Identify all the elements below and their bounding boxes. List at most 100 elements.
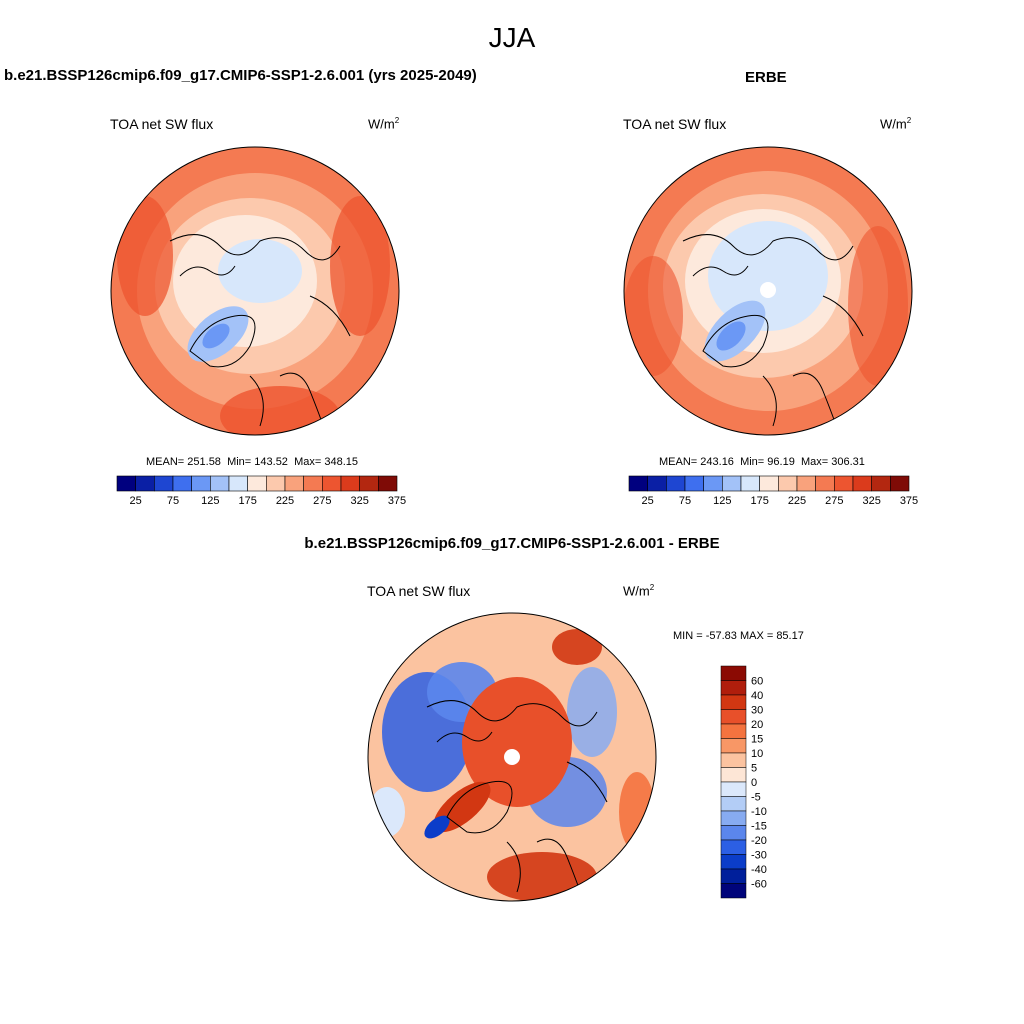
panel1-colorbar-swatch bbox=[284, 475, 304, 492]
panel3-units: W/m2 bbox=[623, 583, 655, 599]
panel3-positive-arctic bbox=[462, 677, 572, 807]
panel3-colorbar-swatch bbox=[720, 883, 747, 899]
panel3-positive-south bbox=[487, 852, 597, 901]
figure-season-title: JJA bbox=[488, 22, 536, 53]
panel3-colorbar-swatch bbox=[720, 752, 747, 768]
panel2-colorbar-tick-label: 125 bbox=[713, 495, 731, 507]
panel3-map-border bbox=[367, 612, 657, 902]
panel3-colorbar-tick-label: -40 bbox=[751, 864, 767, 876]
panel1-colorbar-swatch bbox=[247, 475, 267, 492]
panel1-units: W/m2 bbox=[368, 116, 400, 132]
panel1-colorbar-tick-label: 225 bbox=[276, 495, 294, 507]
panel3-colorbar-tick-label: 20 bbox=[751, 719, 763, 731]
panel2-title: ERBE bbox=[745, 69, 787, 86]
panel3-colorbar-swatch bbox=[720, 709, 747, 725]
panel3-variable-label: TOA net SW flux bbox=[367, 583, 471, 599]
panel1-colorbar-tick-label: 175 bbox=[238, 495, 256, 507]
panel3-polar-map bbox=[367, 612, 657, 902]
panel3-colorbar-tick-label: 5 bbox=[751, 763, 757, 775]
panel2-colorbar-tick-label: 275 bbox=[825, 495, 843, 507]
panel1-red-region-south bbox=[220, 386, 340, 435]
panel2-colorbar-swatch bbox=[759, 475, 779, 492]
panel2-colorbar-swatch bbox=[666, 475, 686, 492]
panel2-greenland-core bbox=[716, 321, 746, 351]
panel2-map-border bbox=[623, 146, 913, 436]
panel1-colorbar-swatch bbox=[191, 475, 211, 492]
panel2-colorbar-swatch bbox=[815, 475, 835, 492]
panel1-variable-label: TOA net SW flux bbox=[110, 116, 214, 132]
panel3-positive-north bbox=[552, 629, 602, 665]
panel3-colorbar-swatch bbox=[720, 839, 747, 855]
panel3-title: b.e21.BSSP126cmip6.f09_g17.CMIP6-SSP1-2.… bbox=[304, 535, 720, 552]
panel2-pole-hole bbox=[760, 282, 776, 298]
panel3-colorbar-tick-label: 10 bbox=[751, 748, 763, 760]
panel2-colorbar-tick-label: 25 bbox=[642, 495, 654, 507]
panel3-colorbar-swatch bbox=[720, 723, 747, 739]
panel3-colorbar-tick-label: 40 bbox=[751, 690, 763, 702]
panel2-colorbar-swatch bbox=[796, 475, 816, 492]
panel3-colorbar-tick-label: -10 bbox=[751, 806, 767, 818]
panel3-colorbar-swatch bbox=[720, 868, 747, 884]
panel3-stats: MIN = -57.83 MAX = 85.17 bbox=[673, 630, 804, 642]
panel3-colorbar-tick-label: -30 bbox=[751, 850, 767, 862]
panel1-colorbar-tick-label: 325 bbox=[350, 495, 368, 507]
panel2-colorbar: 25 75 125 175 225 275 325 375 bbox=[628, 475, 918, 507]
panel1-polar-map bbox=[110, 146, 400, 436]
panel1-colorbar-swatch bbox=[172, 475, 192, 492]
panel2-colorbar-swatch bbox=[871, 475, 891, 492]
panel3-colorbar-swatch bbox=[720, 796, 747, 812]
panel1-colorbar-tick-label: 25 bbox=[130, 495, 142, 507]
panel3-colorbar-swatch bbox=[720, 825, 747, 841]
panel1-colorbar-tick-label: 125 bbox=[201, 495, 219, 507]
panel3-colorbar-tick-label: 30 bbox=[751, 705, 763, 717]
panel1-greenland-core bbox=[202, 323, 230, 349]
panel2-colorbar-swatch bbox=[628, 475, 648, 492]
panel3-colorbar-swatch bbox=[720, 680, 747, 696]
panel2-colorbar-swatch bbox=[740, 475, 760, 492]
panel2-units: W/m2 bbox=[880, 116, 912, 132]
panel3-colorbar-swatch bbox=[720, 781, 747, 797]
panel2-coastlines bbox=[682, 234, 864, 432]
panel3-colorbar-tick-label: 0 bbox=[751, 777, 757, 789]
panel2-polar-map bbox=[623, 146, 913, 436]
panel3-colorbar-tick-label: -60 bbox=[751, 879, 767, 891]
panel3-colorbar-swatch bbox=[720, 738, 747, 754]
panel1-colorbar-swatch bbox=[340, 475, 360, 492]
panel1-colorbar-swatch bbox=[116, 475, 136, 492]
panel1-stats: MEAN= 251.58 Min= 143.52 Max= 348.15 bbox=[146, 456, 358, 468]
panel3-negative-greenland-edge bbox=[424, 815, 450, 839]
panel1-red-region-west bbox=[117, 196, 173, 316]
panel3-colorbar-tick-label: -20 bbox=[751, 835, 767, 847]
panel1-title: b.e21.BSSP126cmip6.f09_g17.CMIP6-SSP1-2.… bbox=[4, 67, 477, 84]
panel2-colorbar-tick-label: 175 bbox=[750, 495, 768, 507]
panel3-colorbar-swatch bbox=[720, 694, 747, 710]
panel1-colorbar-swatch bbox=[135, 475, 155, 492]
panel2-colorbar-swatch bbox=[684, 475, 704, 492]
panel2-red-region-west bbox=[624, 256, 683, 376]
panel1-colorbar-swatch bbox=[378, 475, 398, 492]
panel2-colorbar-swatch bbox=[647, 475, 667, 492]
panel2-variable-label: TOA net SW flux bbox=[623, 116, 727, 132]
panel2-colorbar-tick-label: 375 bbox=[900, 495, 918, 507]
panel3-colorbar-swatch bbox=[720, 767, 747, 783]
panel3-positive-east bbox=[619, 772, 655, 852]
panel3-pole-hole bbox=[504, 749, 520, 765]
panel3-colorbar-swatch bbox=[720, 810, 747, 826]
panel1-colorbar-swatch bbox=[154, 475, 174, 492]
panel1-red-region-east bbox=[330, 196, 390, 336]
panel2-colorbar-tick-label: 225 bbox=[788, 495, 806, 507]
panel1-colorbar-tick-label: 375 bbox=[388, 495, 406, 507]
panel2-stats: MEAN= 243.16 Min= 96.19 Max= 306.31 bbox=[659, 456, 865, 468]
panel1-colorbar-tick-label: 275 bbox=[313, 495, 331, 507]
panel2-colorbar-swatch bbox=[722, 475, 742, 492]
panel3-colorbar-tick-label: -5 bbox=[751, 792, 761, 804]
panel3-colorbar: 60 40 30 20 15 10 5 0 -5 -10 -15 -20 -30 -40 -60 bbox=[720, 665, 767, 899]
panel3-colorbar-swatch bbox=[720, 665, 747, 681]
panel1-colorbar-swatch bbox=[228, 475, 248, 492]
panel2-colorbar-tick-label: 75 bbox=[679, 495, 691, 507]
panel1-colorbar-swatch bbox=[322, 475, 342, 492]
panel2-colorbar-tick-label: 325 bbox=[862, 495, 880, 507]
panel2-colorbar-swatch bbox=[778, 475, 798, 492]
panel2-colorbar-swatch bbox=[852, 475, 872, 492]
panel3-negative-region-ne bbox=[567, 667, 617, 757]
